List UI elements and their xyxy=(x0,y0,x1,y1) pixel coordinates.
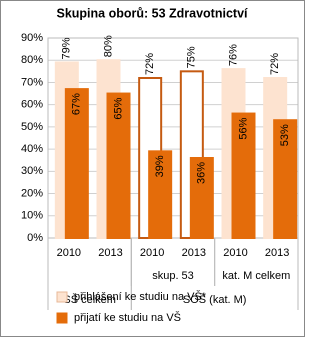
y-tick-label: 90% xyxy=(21,32,43,44)
group-label: SŠ celkem xyxy=(63,293,116,306)
y-tick-label: 40% xyxy=(21,143,43,155)
bar xyxy=(64,88,89,239)
y-tick-label: 60% xyxy=(21,99,43,111)
bar xyxy=(106,92,131,239)
group-label: skup. 53 xyxy=(152,270,194,282)
legend-swatch xyxy=(56,291,68,303)
x-tick-label: 2010 xyxy=(223,247,247,259)
bar xyxy=(231,112,256,239)
group-label: kat. M celkem xyxy=(222,270,290,282)
x-tick-label: 2010 xyxy=(140,247,164,259)
value-label: 72% xyxy=(269,53,281,75)
bar xyxy=(189,157,214,239)
value-label: 36% xyxy=(196,162,208,184)
chart-title: Skupina oborů: 53 Zdravotnictví xyxy=(57,6,249,20)
x-tick-label: 2013 xyxy=(182,247,206,259)
y-tick-label: 30% xyxy=(21,165,43,177)
value-label: 39% xyxy=(154,155,166,177)
x-tick-label: 2013 xyxy=(98,247,122,259)
y-tick-label: 80% xyxy=(21,54,43,66)
bar xyxy=(148,150,173,239)
chart: Skupina oborů: 53 Zdravotnictví 0% 10% 20%… xyxy=(0,0,305,337)
value-label: 65% xyxy=(112,97,124,119)
y-tick-label: 50% xyxy=(21,121,43,133)
y-tick-label: 70% xyxy=(21,76,43,88)
bar xyxy=(273,119,298,239)
value-label: 79% xyxy=(61,37,73,59)
group-label: SOŠ (kat. M) xyxy=(183,293,247,306)
y-tick-label: 10% xyxy=(21,210,43,222)
value-label: 53% xyxy=(279,124,291,146)
y-tick-label: 0% xyxy=(27,232,43,244)
value-label: 67% xyxy=(71,93,83,115)
value-label: 72% xyxy=(144,53,156,75)
y-tick-label: 20% xyxy=(21,187,43,199)
legend-swatch xyxy=(56,312,68,324)
x-tick-label: 2010 xyxy=(57,247,81,259)
plot-border xyxy=(47,37,299,239)
value-label: 80% xyxy=(102,35,114,57)
legend-label: přijatí ke studiu na VŠ xyxy=(74,311,181,324)
value-label: 56% xyxy=(237,117,249,139)
legend-label: přihlášení ke studiu na VŠ* xyxy=(74,290,207,303)
value-label: 75% xyxy=(186,46,198,68)
value-label: 76% xyxy=(227,44,239,66)
x-tick-label: 2013 xyxy=(265,247,289,259)
